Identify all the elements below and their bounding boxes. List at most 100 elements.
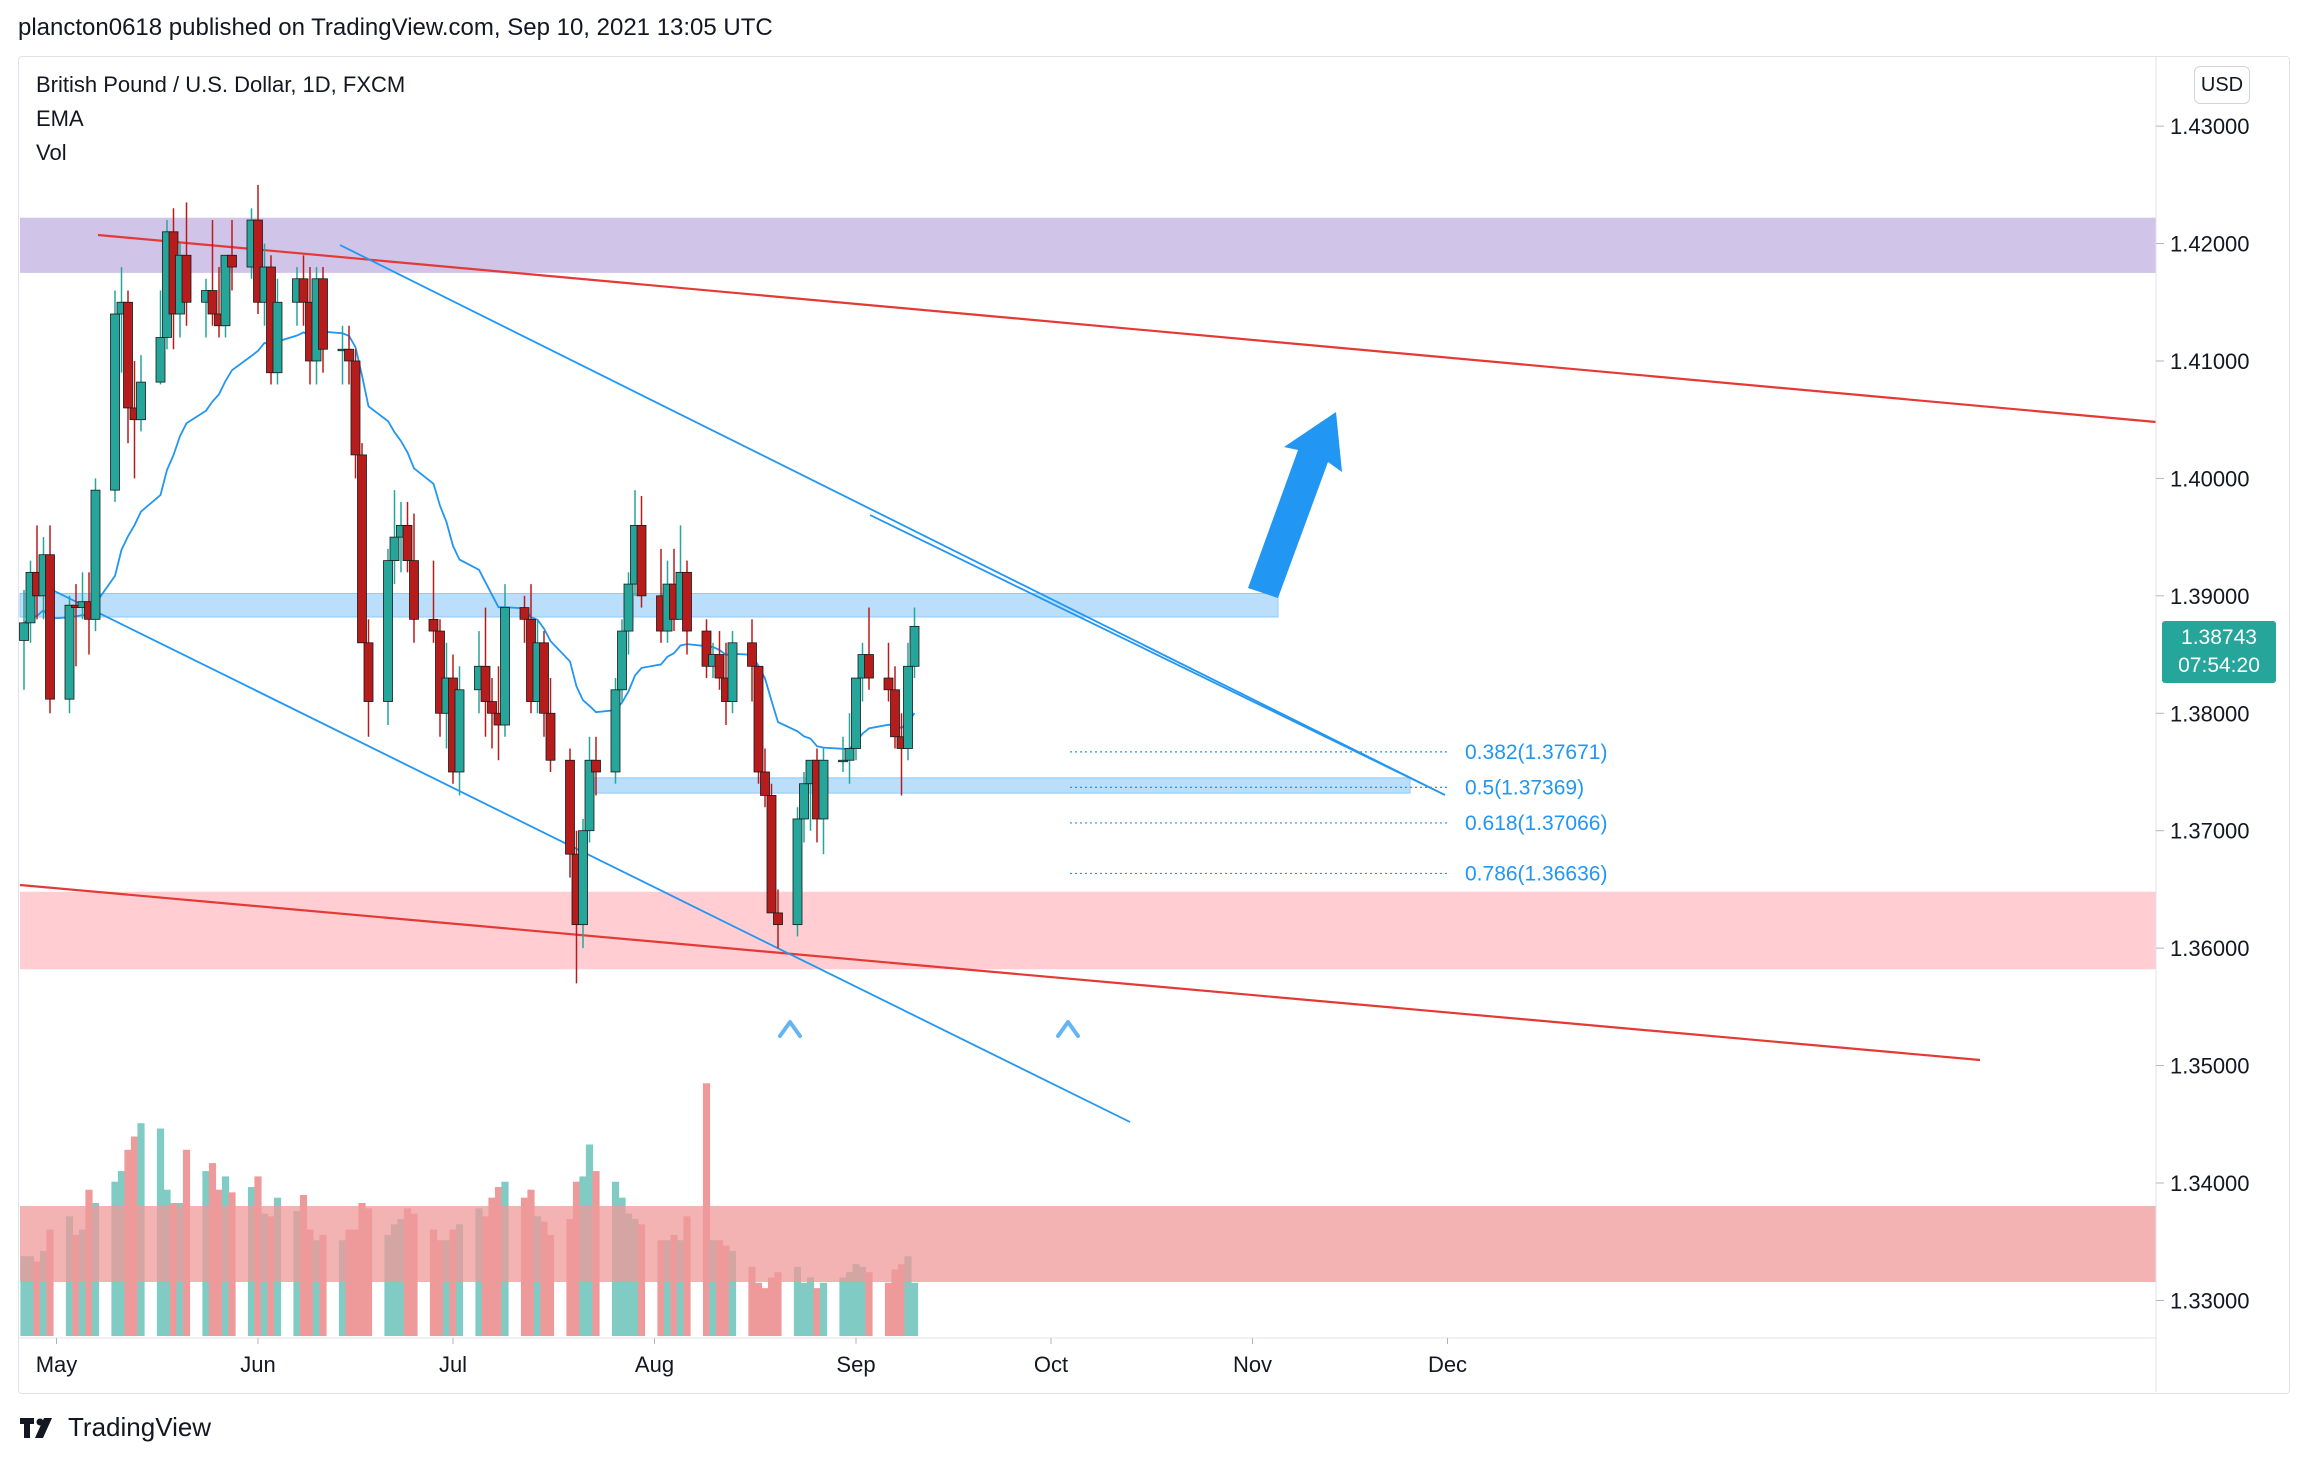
candle-body (610, 689, 621, 773)
time-axis-label: Nov (1233, 1352, 1272, 1377)
lower-red-trendline (19, 883, 1981, 1062)
candle-body (714, 654, 725, 679)
price-axis-label: 1.35000 (2170, 1054, 2250, 1079)
currency-button[interactable]: USD (2194, 66, 2250, 104)
volume-bar (728, 1250, 737, 1336)
candle (357, 443, 367, 644)
candle (714, 631, 725, 690)
time-axis-label: Sep (836, 1352, 875, 1377)
candle (623, 572, 634, 655)
chart-frame[interactable] (18, 56, 2290, 1394)
volume-bar (319, 1234, 327, 1336)
candle-body (636, 524, 647, 597)
candle (844, 713, 855, 784)
candle-body (25, 571, 36, 624)
candle (701, 619, 712, 679)
volume-bar (884, 1282, 893, 1336)
candle-body (500, 607, 510, 726)
candle-body (272, 301, 283, 374)
last-price-tag: 1.38743 07:54:20 (2162, 621, 2276, 683)
candle (883, 642, 894, 702)
volume-bar (910, 1282, 919, 1336)
volume-bar (897, 1264, 906, 1336)
chart-legend: British Pound / U.S. Dollar, 1D, FXCM EM… (36, 68, 405, 170)
footer-brand[interactable]: TradingView (20, 1412, 211, 1443)
volume-bar (709, 1240, 717, 1336)
legend-symbol[interactable]: British Pound / U.S. Dollar, 1D, FXCM (36, 72, 406, 97)
time-axis-label: Jun (240, 1352, 275, 1377)
volume-bar (657, 1240, 665, 1336)
candle (565, 748, 575, 878)
candle (64, 595, 75, 714)
fib-level-label: 0.382(1.37671) (1465, 741, 1607, 764)
volume-bar (845, 1272, 854, 1336)
projection-arrow (1248, 412, 1342, 598)
volume-bar (429, 1229, 438, 1336)
candle (799, 771, 809, 843)
volume-bar (46, 1229, 54, 1336)
volume-bar (306, 1229, 314, 1336)
candle (591, 736, 601, 796)
candle-body (428, 618, 439, 632)
support-zone (20, 891, 2156, 970)
candle-body (480, 665, 491, 702)
candle-body (617, 630, 627, 691)
candle-body (545, 712, 556, 761)
candle-body (227, 254, 237, 268)
candle (487, 678, 497, 749)
candle (760, 748, 770, 808)
candle (253, 184, 263, 314)
time-axis-label: Dec (1428, 1352, 1467, 1377)
volume-bar (72, 1234, 80, 1336)
candle (610, 678, 621, 784)
price-axis-label: 1.43000 (2170, 114, 2250, 139)
volume-bar (722, 1245, 730, 1336)
candle-body (682, 571, 692, 632)
candle (480, 607, 491, 737)
legend-ema[interactable]: EMA (36, 106, 84, 131)
volume-bar (865, 1272, 873, 1336)
candle (363, 619, 374, 737)
candle-body (753, 665, 764, 773)
candle (636, 496, 647, 608)
volume-bar (345, 1229, 353, 1336)
candle-body (773, 912, 783, 926)
candle (25, 560, 36, 643)
volume-bar (663, 1240, 672, 1336)
candle (402, 501, 413, 573)
volume-bar (312, 1240, 321, 1336)
volume-zone (20, 1206, 2156, 1282)
candle (727, 631, 738, 714)
candle (818, 748, 829, 855)
candle (584, 736, 595, 843)
ema-line (23, 328, 916, 750)
candle-body (844, 748, 855, 761)
volume-bar (748, 1266, 756, 1336)
volume-bar (39, 1250, 48, 1336)
candle-body (357, 454, 367, 644)
candle-body (389, 536, 400, 562)
volume-bar (78, 1229, 87, 1336)
volume-bar (891, 1269, 899, 1336)
candle-body (350, 360, 361, 456)
time-axis-label: May (36, 1352, 78, 1377)
candles-layer (19, 184, 920, 984)
level-zone-upper (19, 592, 1279, 618)
candle-body (487, 701, 497, 714)
candle-body (45, 554, 55, 700)
candle-body (903, 665, 913, 749)
volume-bar (449, 1229, 457, 1336)
volume-bar (819, 1282, 828, 1336)
fib-layer: 0.382(1.37671) 0.5(1.37369) 0.618(1.37066)… (1070, 741, 1607, 885)
candle (344, 325, 354, 385)
candle (227, 220, 237, 291)
candle-body (220, 254, 231, 327)
legend-vol[interactable]: Vol (36, 140, 67, 165)
candle (19, 589, 29, 690)
candle-body (792, 818, 803, 926)
candle-body (539, 642, 549, 714)
volume-bar (442, 1240, 451, 1336)
candle-body (110, 313, 120, 491)
candle (864, 607, 874, 690)
